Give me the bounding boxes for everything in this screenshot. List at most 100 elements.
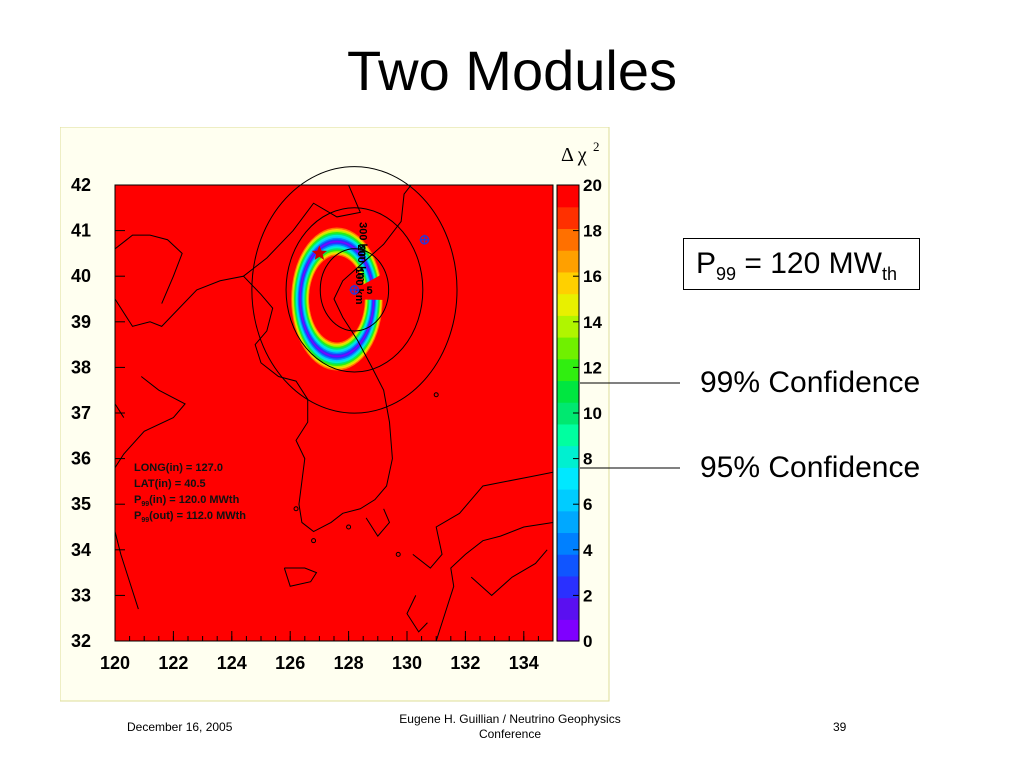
footer-page-number: 39 xyxy=(833,720,847,734)
info-line: P99(in) = 120.0 MWth xyxy=(134,494,240,508)
info-line: P99(out) = 112.0 MWth xyxy=(134,510,246,524)
y-tick-label: 32 xyxy=(71,631,91,651)
source-star-marker xyxy=(311,245,328,260)
colorbar-segment xyxy=(557,380,579,403)
colorbar-segment xyxy=(557,510,579,534)
colorbar-tick-label: 12 xyxy=(583,358,602,377)
colorbar-segment xyxy=(557,597,579,620)
coastline-segment xyxy=(115,185,412,533)
p99-symbol: P xyxy=(696,247,717,280)
colorbar-segment xyxy=(557,532,579,555)
colorbar-segment xyxy=(557,206,579,230)
colorbar-frame xyxy=(556,184,580,642)
colorbar-segment xyxy=(557,445,579,468)
colorbar-segment xyxy=(557,402,579,425)
coastline-segment xyxy=(435,521,553,641)
footer-presenter-line1: Eugene H. Guillian / Neutrino Geophysics xyxy=(399,712,621,726)
p99-unit-subscript: th xyxy=(881,264,897,284)
colorbar-segment xyxy=(557,337,579,360)
colorbar-segment xyxy=(557,619,579,642)
x-tick-label: 130 xyxy=(392,653,422,673)
colorbar-tick-label: 2 xyxy=(583,586,592,605)
colorbar-tick-label: 16 xyxy=(583,267,602,286)
slide-title: Two Modules xyxy=(347,39,677,102)
coastline-segment xyxy=(243,185,361,277)
distance-circle-label: 200 km xyxy=(355,245,367,283)
y-tick-label: 36 xyxy=(71,449,91,469)
distance-circle-label: 100 km xyxy=(353,267,365,305)
coastline-segment xyxy=(470,549,548,597)
p99-subscript: 99 xyxy=(716,264,737,284)
island xyxy=(395,551,401,557)
footer-presenter: Eugene H. Guillian / Neutrino Geophysics… xyxy=(360,712,660,742)
footer-presenter-line2: Conference xyxy=(478,727,542,741)
y-tick-label: 39 xyxy=(71,312,91,332)
info-line: LONG(in) = 127.0 xyxy=(134,462,223,474)
chart-panel: 100 km 200 km 300 km 5 120 122 124 126 128 130 1… xyxy=(59,126,610,707)
coastline-segment xyxy=(406,595,428,633)
confidence-99-label: 99% Confidence xyxy=(700,366,921,399)
colorbar-label: Δ χ xyxy=(561,144,587,166)
info-line: LAT(in) = 40.5 xyxy=(134,478,206,490)
coastline-segment xyxy=(115,403,125,418)
colorbar-segment xyxy=(557,293,579,316)
colorbar-tick-label: 0 xyxy=(583,632,592,651)
colorbar-segment xyxy=(557,315,579,338)
footer-date: December 16, 2005 xyxy=(127,720,233,734)
x-tick-label: 128 xyxy=(334,653,364,673)
p99-value: = 120 MW xyxy=(736,247,882,280)
region-core xyxy=(309,255,365,343)
island xyxy=(293,506,299,512)
coastline xyxy=(115,185,553,641)
y-tick-label: 37 xyxy=(71,403,91,423)
colorbar-tick-label: 20 xyxy=(583,176,602,195)
y-tick-label: 35 xyxy=(71,494,91,514)
x-tick-label: 122 xyxy=(158,653,188,673)
colorbar-tick-label: 8 xyxy=(583,450,592,469)
colorbar-tick-label: 4 xyxy=(583,541,593,560)
island xyxy=(346,524,352,530)
coastline-segment xyxy=(412,471,553,569)
coastline-segment xyxy=(115,376,186,468)
distance-circle-label: 300 km xyxy=(357,222,369,260)
distance-circle xyxy=(319,248,390,332)
coastline-segment xyxy=(283,567,318,587)
colorbar-tick-label: 18 xyxy=(583,222,602,241)
colorbar-segment xyxy=(557,489,579,512)
y-tick-label: 42 xyxy=(71,175,91,195)
y-tick-label: 38 xyxy=(71,357,91,377)
x-axis: 120 122 124 126 128 130 132 134 xyxy=(100,631,554,673)
x-tick-label: 126 xyxy=(275,653,305,673)
coastline-segment xyxy=(115,234,183,304)
x-tick-label: 120 xyxy=(100,653,130,673)
y-tick-label: 40 xyxy=(71,266,91,286)
colorbar-segment xyxy=(557,358,579,382)
confidence-95-label: 95% Confidence xyxy=(700,451,921,484)
x-tick-label: 134 xyxy=(509,653,539,673)
distance-circle xyxy=(251,166,458,414)
colorbar-segment xyxy=(557,423,579,447)
x-tick-label: 124 xyxy=(217,653,247,673)
detector-label: 5 xyxy=(366,285,372,297)
colorbar-segment xyxy=(557,554,579,577)
colorbar-segment xyxy=(557,467,579,490)
p99-box: P99 = 120 MWth xyxy=(683,238,920,290)
fit-info: LONG(in) = 127.0 LAT(in) = 40.5 P99(in) = … xyxy=(134,462,246,524)
y-tick-label: 34 xyxy=(71,540,91,560)
plot-frame xyxy=(114,184,554,642)
coastline-segment xyxy=(115,531,139,610)
x-tick-label: 132 xyxy=(450,653,480,673)
island xyxy=(433,392,439,398)
colorbar-tick-label: 6 xyxy=(583,495,592,514)
island xyxy=(311,538,317,544)
colorbar-segment xyxy=(557,228,579,251)
colorbar-segment xyxy=(557,271,579,295)
colorbar-tick-label: 14 xyxy=(583,313,602,332)
colorbar: 0 2 4 6 8 10 12 14 16 18 20 Δ χ 2 xyxy=(557,139,602,651)
y-tick-label: 41 xyxy=(71,221,91,241)
coastline-segment xyxy=(365,508,391,537)
y-tick-label: 33 xyxy=(71,585,91,605)
